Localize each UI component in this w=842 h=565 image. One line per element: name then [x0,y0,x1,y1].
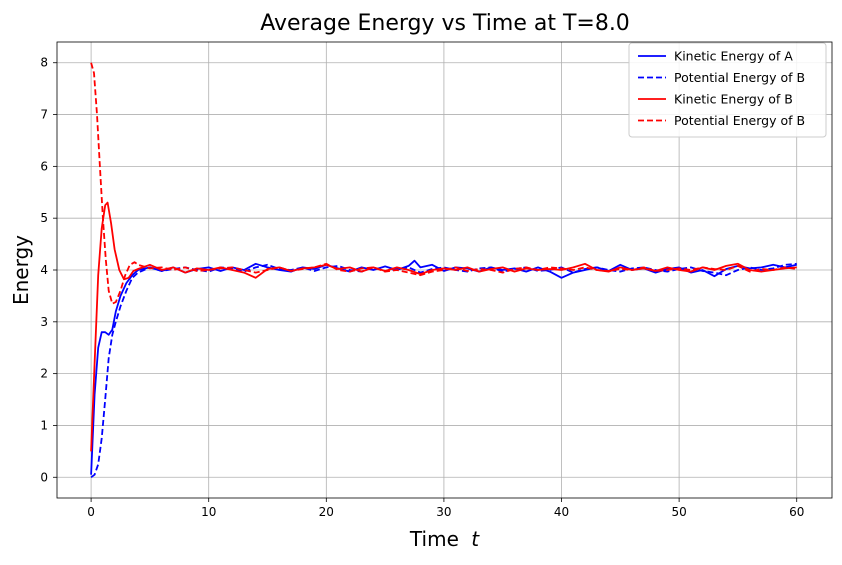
x-tick-label: 50 [671,505,686,519]
series-line-3 [90,201,797,452]
y-axis-label: Energy [9,235,33,305]
y-tick-label: 6 [40,159,48,173]
legend-label: Potential Energy of B [674,70,805,85]
y-tick-label: 7 [40,108,48,122]
y-tick-label: 0 [40,470,48,484]
chart-title: Average Energy vs Time at T=8.0 [260,11,630,36]
series-line-1 [90,259,797,475]
axis-ticks: 0 10 20 30 40 50 60 0 1 2 3 4 5 6 7 8 [40,56,804,519]
legend-box [628,42,827,138]
x-tick-label: 10 [201,505,216,519]
y-tick-label: 3 [40,315,48,329]
legend-label: Kinetic Energy of B [674,92,793,107]
x-tick-label: 0 [87,505,95,519]
legend-label: Kinetic Energy of A [674,49,793,64]
x-axis-label-text: Time [409,527,459,551]
y-tick-label: 4 [40,263,48,277]
y-tick-label: 5 [40,211,48,225]
x-tick-label: 20 [319,505,334,519]
series-line-4 [90,62,797,305]
y-tick-label: 1 [40,418,48,432]
legend: Kinetic Energy of A Potential Energy of B… [628,42,827,138]
x-tick-label: 60 [789,505,804,519]
x-tick-label: 30 [436,505,451,519]
x-tick-label: 40 [554,505,569,519]
y-tick-label: 2 [40,367,48,381]
x-axis-label-variable: t [471,527,480,551]
y-tick-label: 8 [40,56,48,70]
x-axis-label: Time t [409,527,480,551]
legend-label: Potential Energy of B [674,113,805,128]
plot-lines [90,62,797,479]
